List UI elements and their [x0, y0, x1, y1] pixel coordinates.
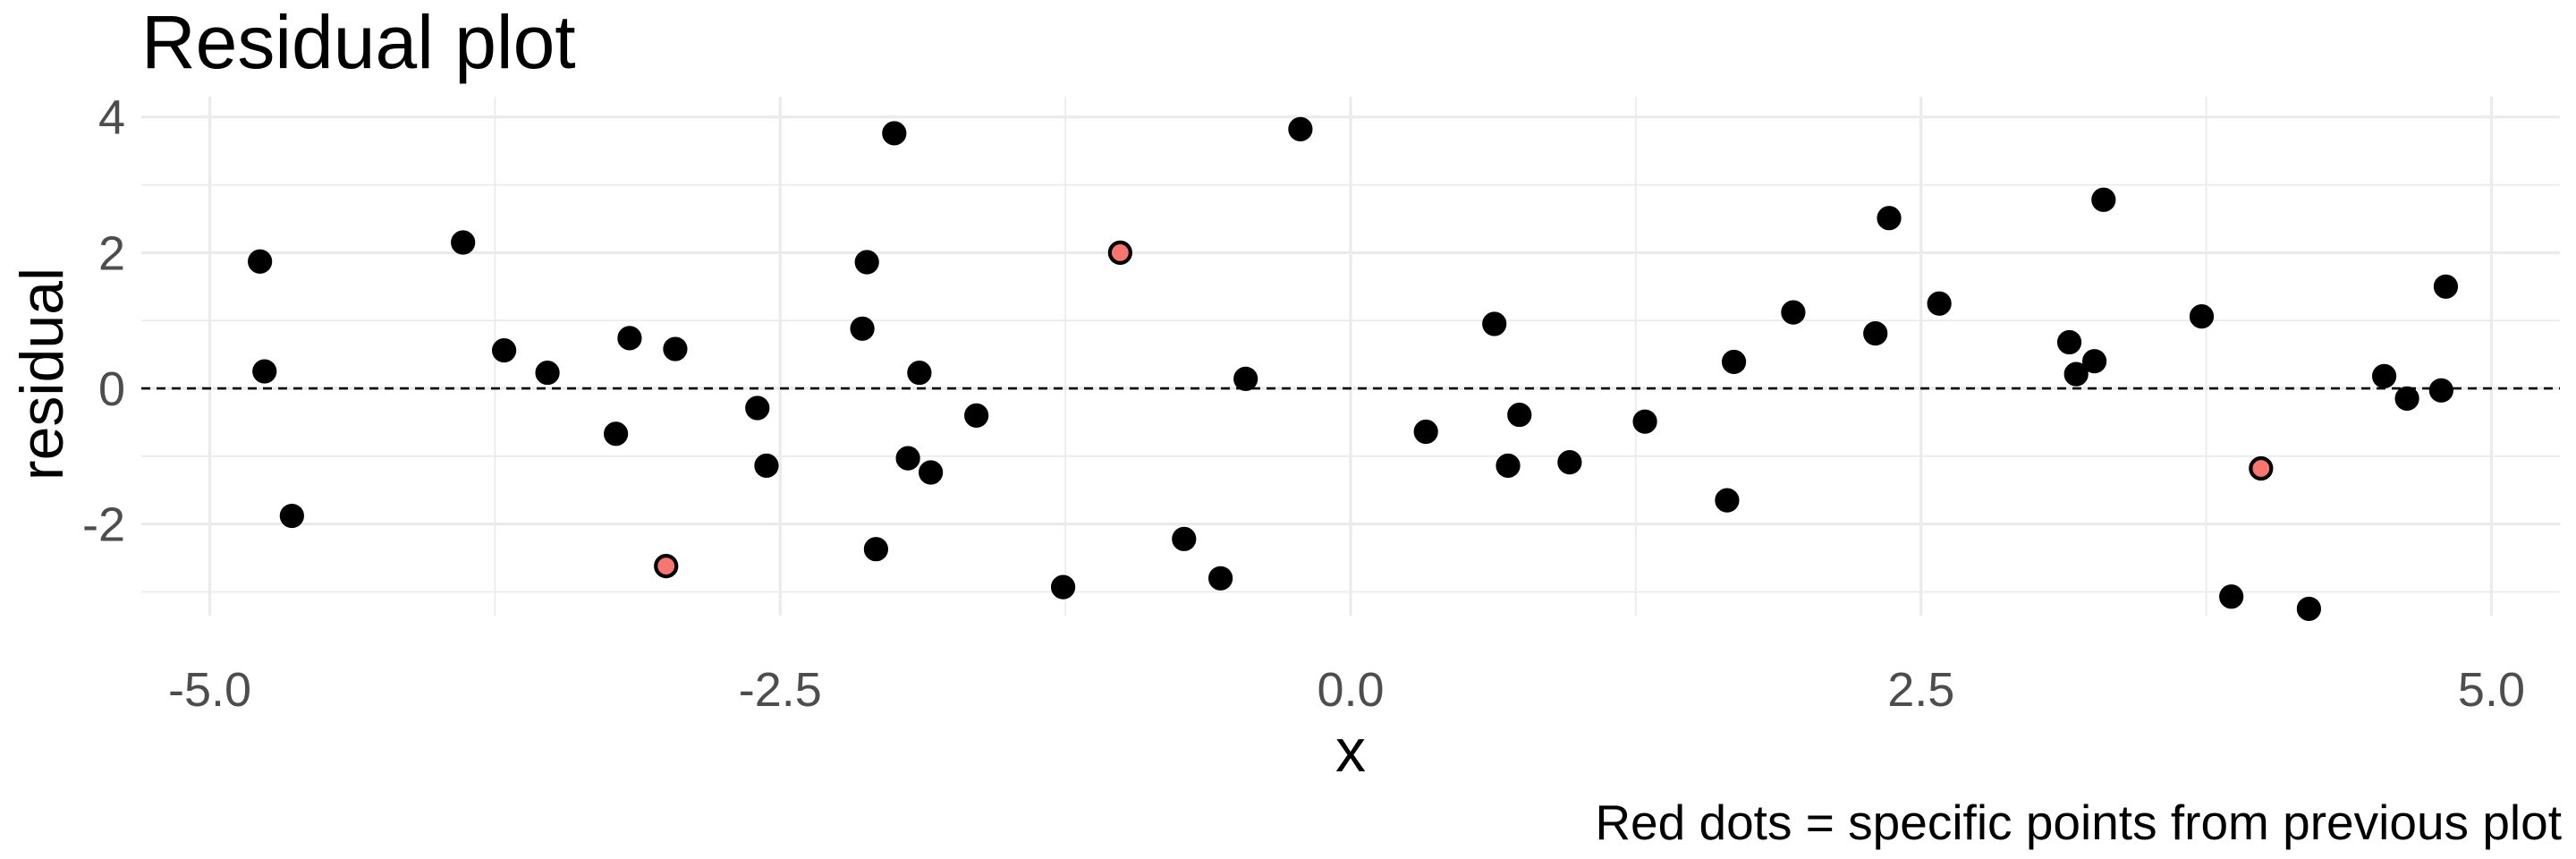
- x-tick-label: -2.5: [739, 663, 822, 717]
- data-point: [491, 337, 517, 363]
- data-point: [2056, 329, 2082, 355]
- data-point: [1172, 526, 1197, 551]
- data-point: [279, 503, 304, 529]
- y-tick-label: 0: [98, 362, 125, 416]
- data-point: [1482, 311, 1507, 336]
- y-axis-title: residual: [8, 268, 76, 481]
- data-point: [1721, 349, 1747, 375]
- data-point: [451, 230, 476, 255]
- data-point: [863, 537, 889, 562]
- data-point: [617, 326, 642, 351]
- data-point: [1413, 419, 1438, 445]
- data-points: [248, 116, 2459, 622]
- data-point: [1877, 206, 1902, 231]
- data-point: [2091, 187, 2116, 212]
- data-point: [1208, 566, 1233, 591]
- data-point: [2082, 349, 2107, 374]
- data-point: [1288, 116, 1313, 141]
- data-point: [1715, 488, 1740, 513]
- data-point: [2219, 584, 2244, 609]
- data-point: [1927, 291, 1952, 316]
- data-point: [854, 250, 879, 275]
- data-point: [252, 359, 277, 384]
- highlight-point: [1107, 240, 1132, 265]
- data-point: [1233, 366, 1258, 391]
- data-point: [603, 421, 629, 447]
- highlight-point: [654, 554, 679, 579]
- data-point: [663, 336, 688, 361]
- data-point: [1507, 402, 1532, 428]
- x-tick-label: -5.0: [168, 663, 251, 717]
- data-point: [919, 460, 944, 485]
- data-point: [2394, 386, 2419, 411]
- data-point: [1557, 450, 1582, 475]
- x-tick-label: 0.0: [1317, 663, 1384, 717]
- data-point: [850, 316, 875, 341]
- data-point: [1632, 409, 1657, 434]
- data-point: [1050, 574, 1076, 600]
- grid-lines: [141, 97, 2560, 616]
- data-point: [907, 360, 932, 386]
- x-tick-label: 5.0: [2458, 663, 2525, 717]
- data-point: [2296, 596, 2321, 622]
- data-point: [1781, 300, 1806, 325]
- data-point: [745, 395, 770, 421]
- data-point: [1496, 453, 1521, 479]
- data-point: [1863, 321, 1888, 346]
- y-tick-label: 2: [98, 226, 125, 280]
- data-point: [964, 403, 989, 428]
- y-tick-label: 4: [98, 91, 125, 145]
- x-axis-title: x: [1335, 717, 1366, 785]
- x-tick-label: 2.5: [1887, 663, 1954, 717]
- y-tick-label: -2: [82, 498, 125, 552]
- chart-caption: Red dots = specific points from previous…: [1595, 795, 2562, 850]
- data-point: [754, 453, 779, 479]
- data-point: [248, 249, 273, 274]
- highlight-point: [2249, 455, 2274, 481]
- data-point: [882, 121, 907, 146]
- data-point: [2433, 274, 2459, 299]
- data-point: [895, 446, 920, 471]
- data-point: [535, 360, 560, 386]
- tick-labels: -5.0 -2.5 0.0 2.5 5.0 -2 0 2 4: [82, 91, 2525, 717]
- data-point: [2189, 304, 2215, 329]
- chart-title: Residual plot: [141, 0, 576, 84]
- data-point: [2428, 378, 2453, 403]
- data-point: [2063, 361, 2089, 387]
- data-point: [2371, 363, 2397, 388]
